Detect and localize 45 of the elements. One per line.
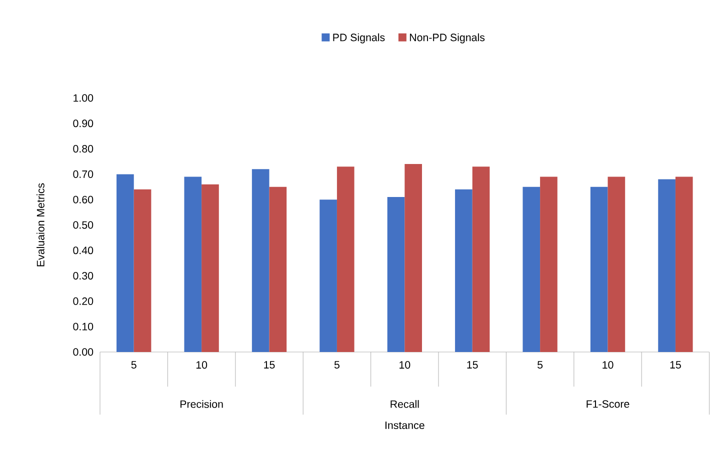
y-axis-title: Evaluaion Metrics <box>36 183 44 266</box>
bar <box>608 176 626 352</box>
bar <box>404 164 422 352</box>
x-tick-label: 5 <box>131 361 136 369</box>
y-tick-label: 0.70 <box>73 170 94 178</box>
y-tick-label: 0.50 <box>73 221 94 229</box>
y-tick-label: 0.60 <box>73 196 94 204</box>
text: Recall <box>390 400 419 408</box>
x-tick-label: 15 <box>670 361 681 369</box>
bar <box>320 200 337 352</box>
y-tick-label: 1.00 <box>74 94 94 102</box>
y-tick-label: 0.40 <box>73 246 94 254</box>
bar <box>202 184 219 352</box>
bar <box>522 186 540 352</box>
x-tick-label: 10 <box>602 361 614 369</box>
bar <box>252 169 270 352</box>
legend-label: PD Signals <box>333 33 385 44</box>
bar <box>658 179 676 352</box>
bar <box>116 174 134 352</box>
text: Precision <box>180 400 223 408</box>
text: F1-Score <box>586 400 630 408</box>
bar <box>184 176 202 352</box>
x-tick-label: 10 <box>400 361 410 369</box>
bar <box>472 166 490 352</box>
x-axis-title: Instance <box>385 422 424 430</box>
x-tick-label: 5 <box>538 361 543 369</box>
x-tick-label: 15 <box>467 361 478 369</box>
x-tick-label: 5 <box>334 361 340 369</box>
legend-label: Non-PD Signals <box>410 33 485 44</box>
y-tick-label: 0.00 <box>73 348 94 356</box>
y-tick-label: 0.10 <box>73 322 94 330</box>
y-tick-label: 0.30 <box>73 272 94 280</box>
bar <box>540 176 558 352</box>
bar <box>675 176 693 352</box>
bar <box>455 189 472 352</box>
bar <box>134 189 152 352</box>
bar <box>269 186 287 352</box>
y-tick-label: 0.80 <box>73 145 94 153</box>
y-tick-label: 0.20 <box>73 297 94 305</box>
x-tick-label: 10 <box>196 361 208 369</box>
bar <box>387 197 405 352</box>
x-tick-label: 15 <box>264 361 275 369</box>
y-tick-label: 0.90 <box>73 120 94 128</box>
bar <box>336 166 354 352</box>
bar <box>590 186 608 352</box>
